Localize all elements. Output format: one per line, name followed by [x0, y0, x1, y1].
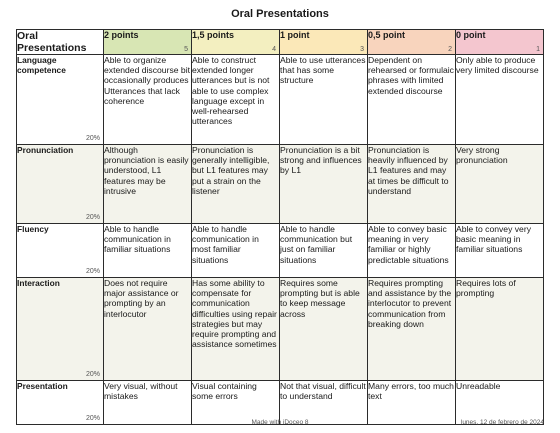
descriptor-cell[interactable]: Visual containing some errors — [191, 380, 280, 425]
criterion-weight: 20% — [85, 214, 100, 221]
date-footer: lunes, 12 de febrero de 2024 — [460, 419, 544, 426]
descriptor-cell[interactable]: Pronunciation is generally intelligible,… — [191, 144, 280, 224]
criterion-cell: Fluency 20% — [16, 223, 104, 278]
level-label: 0 point — [456, 30, 486, 40]
descriptor-cell[interactable]: Very visual, without mistakes — [103, 380, 192, 425]
descriptor-cell[interactable]: Does not require major assistance or pro… — [103, 277, 192, 381]
criterion-name: Pronunciation — [17, 145, 74, 155]
level-number: 2 — [448, 46, 452, 53]
criterion-weight: 20% — [85, 135, 100, 142]
made-with-footer: Made with iDoceo 8 — [251, 419, 309, 426]
descriptor-cell[interactable]: Pronunciation is a bit strong and influe… — [279, 144, 368, 224]
rubric-header-row: Oral Presentations 2 points 5 1,5 points… — [16, 29, 544, 55]
rubric-header-label: Oral Presentations — [16, 29, 104, 55]
descriptor-cell[interactable]: Although pronunciation is easily underst… — [103, 144, 192, 224]
criterion-name: Language competence — [17, 55, 66, 75]
descriptor-cell[interactable]: Able to handle communication but just on… — [279, 223, 368, 278]
level-label: 1,5 points — [192, 30, 235, 40]
level-number: 5 — [184, 46, 188, 53]
criterion-row-presentation: Presentation 20% Very visual, without mi… — [16, 380, 544, 425]
descriptor-cell[interactable]: Able to handle communication in familiar… — [103, 223, 192, 278]
descriptor-cell[interactable]: Pronunciation is heavily influenced by L… — [367, 144, 456, 224]
level-header: 1,5 points 4 — [191, 29, 280, 55]
criterion-row-language-competence: Language competence 20% Able to organize… — [16, 54, 544, 145]
descriptor-cell[interactable]: Able to organize extended discourse bit … — [103, 54, 192, 145]
criterion-cell: Interaction 20% — [16, 277, 104, 381]
level-number: 3 — [360, 46, 364, 53]
document-title: Oral Presentations — [231, 8, 329, 20]
criterion-weight: 20% — [85, 268, 100, 275]
descriptor-cell[interactable]: Requires prompting and assistance by the… — [367, 277, 456, 381]
descriptor-cell[interactable]: Very strong pronunciation — [455, 144, 544, 224]
level-header: 0 point 1 — [455, 29, 544, 55]
criterion-weight: 20% — [85, 415, 100, 422]
level-label: 0,5 point — [368, 30, 406, 40]
criterion-cell: Presentation 20% — [16, 380, 104, 425]
criterion-name: Interaction — [17, 278, 60, 288]
descriptor-cell[interactable]: Has some ability to compensate for commu… — [191, 277, 280, 381]
descriptor-cell[interactable]: Requires some prompting but is able to k… — [279, 277, 368, 381]
criterion-weight: 20% — [85, 371, 100, 378]
criterion-row-fluency: Fluency 20% Able to handle communication… — [16, 223, 544, 278]
descriptor-cell[interactable]: Able to construct extended longer uttera… — [191, 54, 280, 145]
descriptor-cell[interactable]: Able to handle communication in most fam… — [191, 223, 280, 278]
descriptor-cell[interactable]: Many errors, too much text — [367, 380, 456, 425]
descriptor-cell[interactable]: Only able to produce very limited discou… — [455, 54, 544, 145]
descriptor-cell[interactable]: Able to convey very basic meaning in fam… — [455, 223, 544, 278]
descriptor-cell[interactable]: Dependent on rehearsed or formulaic phra… — [367, 54, 456, 145]
level-label: 1 point — [280, 30, 310, 40]
level-label: 2 points — [104, 30, 139, 40]
level-header: 2 points 5 — [103, 29, 192, 55]
criterion-name: Fluency — [17, 224, 49, 234]
criterion-row-pronunciation: Pronunciation 20% Although pronunciation… — [16, 144, 544, 224]
level-number: 1 — [536, 46, 540, 53]
descriptor-cell[interactable]: Able to convey basic meaning in very fam… — [367, 223, 456, 278]
level-header: 1 point 3 — [279, 29, 368, 55]
criterion-row-interaction: Interaction 20% Does not require major a… — [16, 277, 544, 381]
descriptor-cell[interactable]: Able to use utterances that has some str… — [279, 54, 368, 145]
level-header: 0,5 point 2 — [367, 29, 456, 55]
criterion-cell: Pronunciation 20% — [16, 144, 104, 224]
criterion-cell: Language competence 20% — [16, 54, 104, 145]
criterion-name: Presentation — [17, 381, 68, 391]
descriptor-cell[interactable]: Requires lots of prompting — [455, 277, 544, 381]
rubric-table: Oral Presentations 2 points 5 1,5 points… — [16, 29, 544, 425]
level-number: 4 — [272, 46, 276, 53]
descriptor-cell[interactable]: Not that visual, difficult to understand — [279, 380, 368, 425]
descriptor-cell[interactable]: Unreadable — [455, 380, 544, 425]
